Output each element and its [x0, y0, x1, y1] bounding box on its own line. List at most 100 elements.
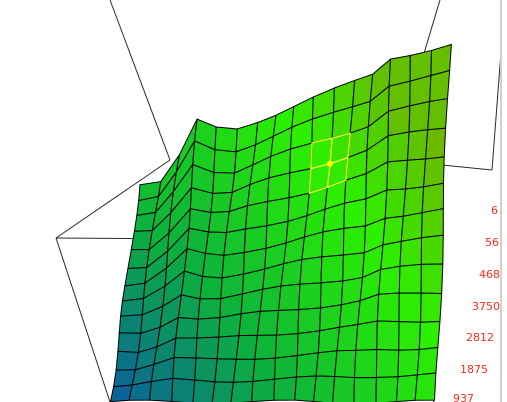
surface-cell: [313, 375, 336, 402]
y-axis-tick-label: 3750: [472, 300, 500, 313]
surface-cell: [399, 237, 423, 267]
surface-cell: [197, 298, 222, 320]
surface-cell: [223, 228, 247, 256]
surface-cell: [235, 334, 258, 360]
surface-cell: [171, 377, 196, 402]
surface-cell: [421, 208, 444, 239]
surface-cell: [375, 348, 400, 378]
surface-cell: [214, 358, 237, 383]
wireframe-edge: [109, 0, 171, 161]
surface-cell: [267, 172, 291, 203]
surface-cell: [210, 191, 233, 214]
surface-cell: [274, 355, 298, 380]
surface-cell: [315, 350, 338, 378]
surface-cell: [173, 337, 198, 359]
surface-cell: [398, 292, 422, 323]
surface-cell: [254, 334, 278, 360]
surface-cell: [297, 307, 322, 335]
surface-cell: [387, 105, 411, 137]
surface-cell: [273, 376, 297, 401]
surface-cell: [194, 357, 218, 383]
surface-cell: [251, 378, 276, 402]
surface-cell: [338, 300, 361, 328]
surface-cell: [402, 186, 425, 217]
y-axis-tick-label: 937: [453, 392, 474, 402]
surface-cell: [332, 375, 356, 402]
surface-cell: [149, 377, 174, 402]
surface-cell: [259, 285, 282, 312]
surface-cell: [418, 321, 441, 351]
surface-cell: [192, 379, 216, 402]
surface-cell: [342, 225, 366, 256]
surface-cell: [177, 294, 201, 320]
surface-cell: [420, 263, 444, 295]
surface-cell: [195, 336, 220, 360]
cursor-marker: [326, 160, 333, 167]
surface-cell: [117, 332, 142, 353]
wireframe-edge: [55, 159, 171, 239]
surface-cell: [115, 350, 140, 371]
surface-cell: [378, 265, 401, 295]
surface-cell: [196, 317, 221, 339]
surface-cell: [320, 280, 344, 309]
surface-cell: [212, 172, 236, 194]
surface-cell: [320, 254, 344, 284]
surface-cell: [420, 292, 443, 323]
surface-cell: [180, 270, 204, 300]
surface-cell: [421, 182, 445, 214]
surface-cell: [354, 348, 378, 379]
surface-cell: [375, 376, 399, 402]
wireframe-edge: [55, 237, 111, 402]
y-axis-tick-label: 468: [479, 268, 500, 281]
surface-cell: [256, 309, 280, 336]
surface-cell: [334, 349, 357, 379]
surface-cell: [397, 348, 420, 378]
surface-cell: [420, 234, 444, 265]
surface-cell: [201, 252, 225, 279]
surface-cell: [213, 149, 237, 174]
surface-cell: [407, 129, 429, 161]
surface-cell: [395, 374, 418, 402]
surface-cell: [299, 256, 323, 285]
surface-cell: [376, 292, 400, 323]
surface-cell: [317, 326, 341, 354]
surface-cell: [427, 98, 449, 131]
surface-cell: [353, 376, 377, 402]
surface-cell: [276, 309, 300, 336]
y-axis-tick-label: 6: [491, 204, 498, 217]
surface-cell: [376, 320, 400, 351]
surface-cell: [416, 346, 439, 376]
surface-cell: [409, 74, 432, 107]
surface-cell: [232, 358, 256, 383]
surface-cell: [127, 249, 150, 270]
surface-cell: [280, 258, 303, 287]
surface-cell: [277, 283, 301, 311]
surface-cell: [274, 333, 299, 359]
y-axis-tick-label: 2812: [466, 331, 494, 344]
surface-cell: [380, 240, 402, 271]
surface-cell: [216, 335, 240, 360]
y-axis-tick-label: 1875: [460, 363, 488, 376]
surface-cell: [336, 323, 359, 352]
surface-cell: [245, 200, 269, 230]
surface-cell: [296, 330, 321, 357]
surface-cell: [425, 127, 447, 160]
surface-cell: [211, 381, 234, 402]
surface-cell: [400, 212, 423, 243]
surface-cell: [343, 198, 367, 229]
window-border: [500, 0, 502, 402]
surface-cell: [218, 313, 242, 338]
surface-cell: [386, 159, 409, 191]
surface-cell: [214, 126, 238, 153]
surface-cell: [118, 314, 143, 334]
surface-cell: [298, 282, 322, 311]
surface-cell: [429, 69, 451, 103]
surface-cell: [199, 275, 223, 300]
surface-cell: [175, 316, 199, 339]
surface-cell: [295, 352, 319, 378]
surface-cell: [321, 227, 345, 258]
surface-cell: [294, 375, 317, 402]
surface-cell: [342, 252, 365, 282]
